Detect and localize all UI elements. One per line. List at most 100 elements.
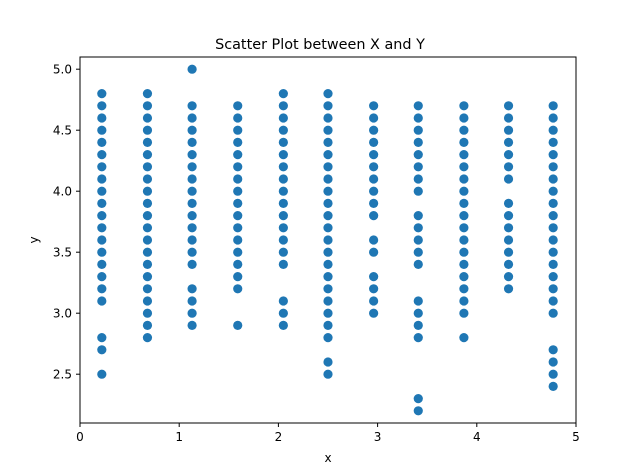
scatter-point: [369, 308, 379, 318]
scatter-point: [97, 223, 107, 233]
scatter-point: [323, 272, 333, 282]
scatter-point: [369, 284, 379, 294]
scatter-point: [323, 125, 333, 135]
scatter-point: [187, 223, 197, 233]
scatter-point: [413, 211, 423, 221]
scatter-point: [97, 101, 107, 111]
scatter-point: [142, 101, 153, 111]
scatter-point: [187, 296, 197, 306]
scatter-point: [369, 113, 379, 123]
scatter-point: [278, 125, 288, 135]
scatter-point: [548, 284, 558, 294]
scatter-point: [413, 125, 423, 135]
scatter-point: [323, 150, 333, 160]
scatter-point: [503, 272, 514, 282]
scatter-point: [187, 211, 197, 221]
scatter-point: [369, 211, 379, 221]
scatter-point: [278, 296, 288, 306]
scatter-point: [187, 162, 197, 172]
scatter-point: [187, 308, 197, 318]
scatter-point: [503, 150, 514, 160]
scatter-point: [413, 296, 423, 306]
scatter-point: [413, 333, 423, 343]
scatter-point: [142, 296, 153, 306]
scatter-point: [548, 211, 558, 221]
x-tick-label: 3: [374, 430, 382, 444]
scatter-point: [323, 223, 333, 233]
x-tick-label: 5: [572, 430, 580, 444]
scatter-point: [97, 137, 107, 147]
scatter-point: [369, 125, 379, 135]
scatter-point: [142, 113, 153, 123]
points-layer: [97, 64, 558, 416]
scatter-point: [323, 101, 333, 111]
scatter-point: [459, 211, 469, 221]
scatter-point: [503, 223, 514, 233]
scatter-point: [459, 198, 469, 208]
scatter-point: [413, 406, 423, 416]
scatter-point: [187, 113, 197, 123]
scatter-point: [459, 308, 469, 318]
scatter-point: [142, 150, 153, 160]
x-tick-label: 1: [175, 430, 183, 444]
scatter-point: [233, 150, 243, 160]
x-axis-label: x: [324, 451, 331, 465]
scatter-point: [323, 259, 333, 269]
scatter-point: [413, 150, 423, 160]
scatter-point: [278, 89, 288, 99]
scatter-point: [233, 223, 243, 233]
scatter-point: [369, 162, 379, 172]
scatter-point: [278, 150, 288, 160]
scatter-point: [369, 272, 379, 282]
scatter-point: [503, 137, 514, 147]
scatter-point: [278, 137, 288, 147]
scatter-point: [369, 150, 379, 160]
scatter-point: [142, 125, 153, 135]
scatter-point: [413, 137, 423, 147]
scatter-point: [142, 247, 153, 257]
scatter-point: [323, 137, 333, 147]
scatter-point: [503, 125, 514, 135]
scatter-point: [503, 162, 514, 172]
scatter-point: [97, 235, 107, 245]
scatter-point: [278, 235, 288, 245]
scatter-point: [233, 284, 243, 294]
scatter-point: [142, 211, 153, 221]
scatter-point: [548, 125, 558, 135]
scatter-point: [187, 198, 197, 208]
scatter-point: [459, 272, 469, 282]
scatter-point: [142, 333, 153, 343]
scatter-point: [323, 235, 333, 245]
scatter-point: [323, 198, 333, 208]
scatter-point: [142, 223, 153, 233]
scatter-point: [459, 137, 469, 147]
scatter-point: [459, 284, 469, 294]
scatter-point: [503, 101, 514, 111]
scatter-point: [323, 284, 333, 294]
scatter-point: [548, 198, 558, 208]
scatter-point: [548, 345, 558, 355]
scatter-point: [548, 223, 558, 233]
scatter-point: [323, 320, 333, 330]
scatter-point: [413, 113, 423, 123]
scatter-point: [459, 101, 469, 111]
scatter-point: [97, 211, 107, 221]
scatter-point: [413, 162, 423, 172]
y-axis: 2.5 3.0 3.5 4.0 4.5 5.0: [53, 63, 80, 382]
scatter-point: [187, 247, 197, 257]
scatter-point: [278, 211, 288, 221]
scatter-point: [323, 113, 333, 123]
scatter-point: [233, 137, 243, 147]
scatter-point: [278, 186, 288, 196]
chart-title: Scatter Plot between X and Y: [215, 37, 425, 53]
y-tick-label: 3.5: [53, 246, 72, 260]
scatter-point: [278, 174, 288, 184]
scatter-point: [503, 198, 514, 208]
scatter-point: [142, 174, 153, 184]
scatter-point: [459, 235, 469, 245]
scatter-point: [142, 89, 153, 99]
scatter-point: [97, 296, 107, 306]
scatter-point: [142, 137, 153, 147]
scatter-point: [97, 345, 107, 355]
scatter-point: [503, 113, 514, 123]
